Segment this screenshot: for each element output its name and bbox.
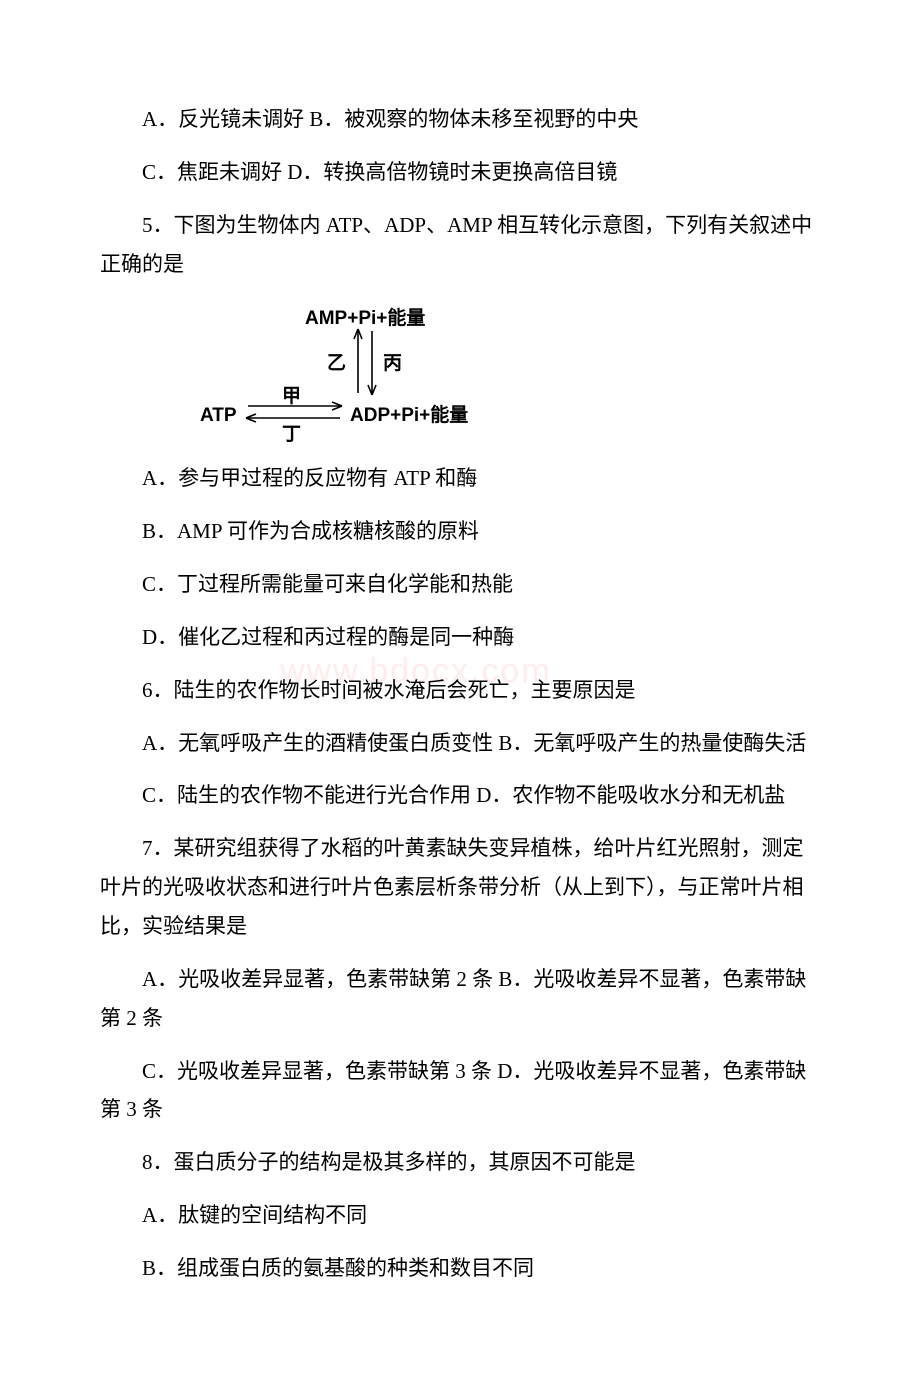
q6-options-ab: A．无氧呼吸产生的酒精使蛋白质变性 B．无氧呼吸产生的热量使酶失活 (100, 724, 820, 763)
q8-option-a: A．肽键的空间结构不同 (100, 1196, 820, 1235)
q5-option-a: A．参与甲过程的反应物有 ATP 和酶 (100, 459, 820, 498)
q8-stem: 8．蛋白质分子的结构是极其多样的，其原因不可能是 (100, 1143, 820, 1182)
q4-options-ab: A．反光镜未调好 B．被观察的物体未移至视野的中央 (100, 100, 820, 139)
diagram-arrows (200, 301, 560, 441)
q5-option-d: D．催化乙过程和丙过程的酶是同一种酶 (100, 618, 820, 657)
q7-options-cd: C．光吸收差异显著，色素带缺第 3 条 D．光吸收差异不显著，色素带缺第 3 条 (100, 1052, 820, 1130)
atp-adp-amp-diagram: AMP+Pi+能量 ATP ADP+Pi+能量 乙 丙 甲 丁 (200, 301, 560, 441)
q5-stem: 5．下图为生物体内 ATP、ADP、AMP 相互转化示意图，下列有关叙述中正确的… (100, 206, 820, 284)
q7-options-ab: A．光吸收差异显著，色素带缺第 2 条 B．光吸收差异不显著，色素带缺第 2 条 (100, 960, 820, 1038)
q5-option-c: C．丁过程所需能量可来自化学能和热能 (100, 565, 820, 604)
q6-stem: 6．陆生的农作物长时间被水淹后会死亡，主要原因是 (100, 671, 820, 710)
q6-options-cd: C．陆生的农作物不能进行光合作用 D．农作物不能吸收水分和无机盐 (100, 776, 820, 815)
q8-option-b: B．组成蛋白质的氨基酸的种类和数目不同 (100, 1249, 820, 1288)
q7-stem: 7．某研究组获得了水稻的叶黄素缺失变异植株，给叶片红光照射，测定叶片的光吸收状态… (100, 829, 820, 946)
document-body: www.bdocx.com A．反光镜未调好 B．被观察的物体未移至视野的中央 … (100, 100, 820, 1288)
q4-options-cd: C．焦距未调好 D．转换高倍物镜时未更换高倍目镜 (100, 153, 820, 192)
q5-option-b: B．AMP 可作为合成核糖核酸的原料 (100, 512, 820, 551)
